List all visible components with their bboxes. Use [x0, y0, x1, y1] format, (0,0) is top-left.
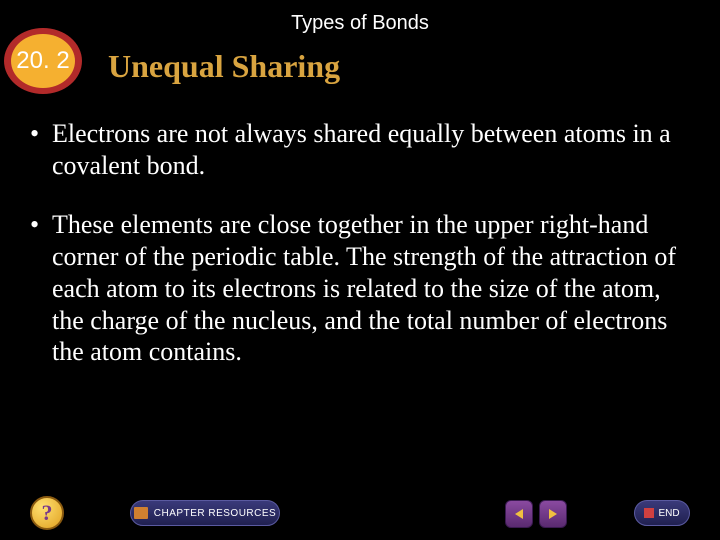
end-label: END: [658, 508, 679, 519]
question-mark-icon: ?: [42, 500, 53, 526]
chapter-resources-label: CHAPTER RESOURCES: [154, 508, 276, 519]
prev-button[interactable]: [505, 500, 533, 528]
stop-square-icon: [644, 508, 654, 518]
triangle-left-icon: [512, 507, 526, 521]
bullet-item: • Electrons are not always shared equall…: [30, 118, 690, 181]
section-badge: 20. 2: [4, 28, 82, 94]
next-button[interactable]: [539, 500, 567, 528]
footer-bar: ? CHAPTER RESOURCES END: [0, 492, 720, 532]
slide-subtitle: Unequal Sharing: [108, 48, 340, 85]
bullet-mark: •: [30, 209, 52, 368]
header-title: Types of Bonds: [0, 12, 720, 35]
book-icon: [134, 507, 148, 519]
body-content: • Electrons are not always shared equall…: [30, 118, 690, 396]
chapter-resources-button[interactable]: CHAPTER RESOURCES: [130, 500, 280, 526]
bullet-item: • These elements are close together in t…: [30, 209, 690, 368]
help-button[interactable]: ?: [30, 496, 64, 530]
badge-inner-circle: 20. 2: [11, 34, 75, 88]
bullet-mark: •: [30, 118, 52, 181]
bullet-text: Electrons are not always shared equally …: [52, 118, 690, 181]
triangle-right-icon: [546, 507, 560, 521]
end-button[interactable]: END: [634, 500, 690, 526]
nav-button-group: [505, 500, 567, 528]
bullet-text: These elements are close together in the…: [52, 209, 690, 368]
section-number: 20. 2: [16, 47, 69, 75]
